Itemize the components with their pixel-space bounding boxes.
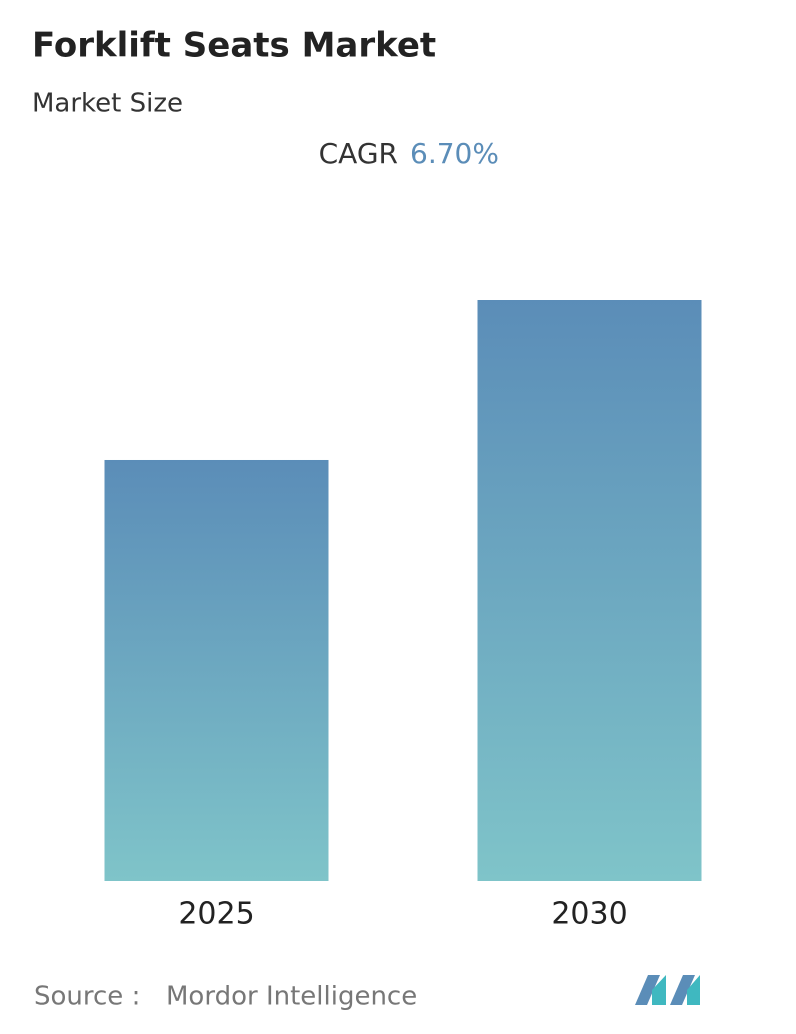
chart-subtitle: Market Size <box>32 89 183 119</box>
bar <box>477 300 702 881</box>
source-name: Mordor Intelligence <box>166 982 417 1012</box>
cagr-value: 6.70% <box>410 137 499 170</box>
cagr-label: CAGR <box>319 137 398 170</box>
logo <box>635 975 700 1005</box>
bar <box>104 459 329 881</box>
source-label: Source : <box>34 982 140 1012</box>
x-tick-label: 2030 <box>551 897 627 932</box>
chart-title: Forklift Seats Market <box>32 26 436 66</box>
x-tick-label: 2025 <box>178 897 254 932</box>
